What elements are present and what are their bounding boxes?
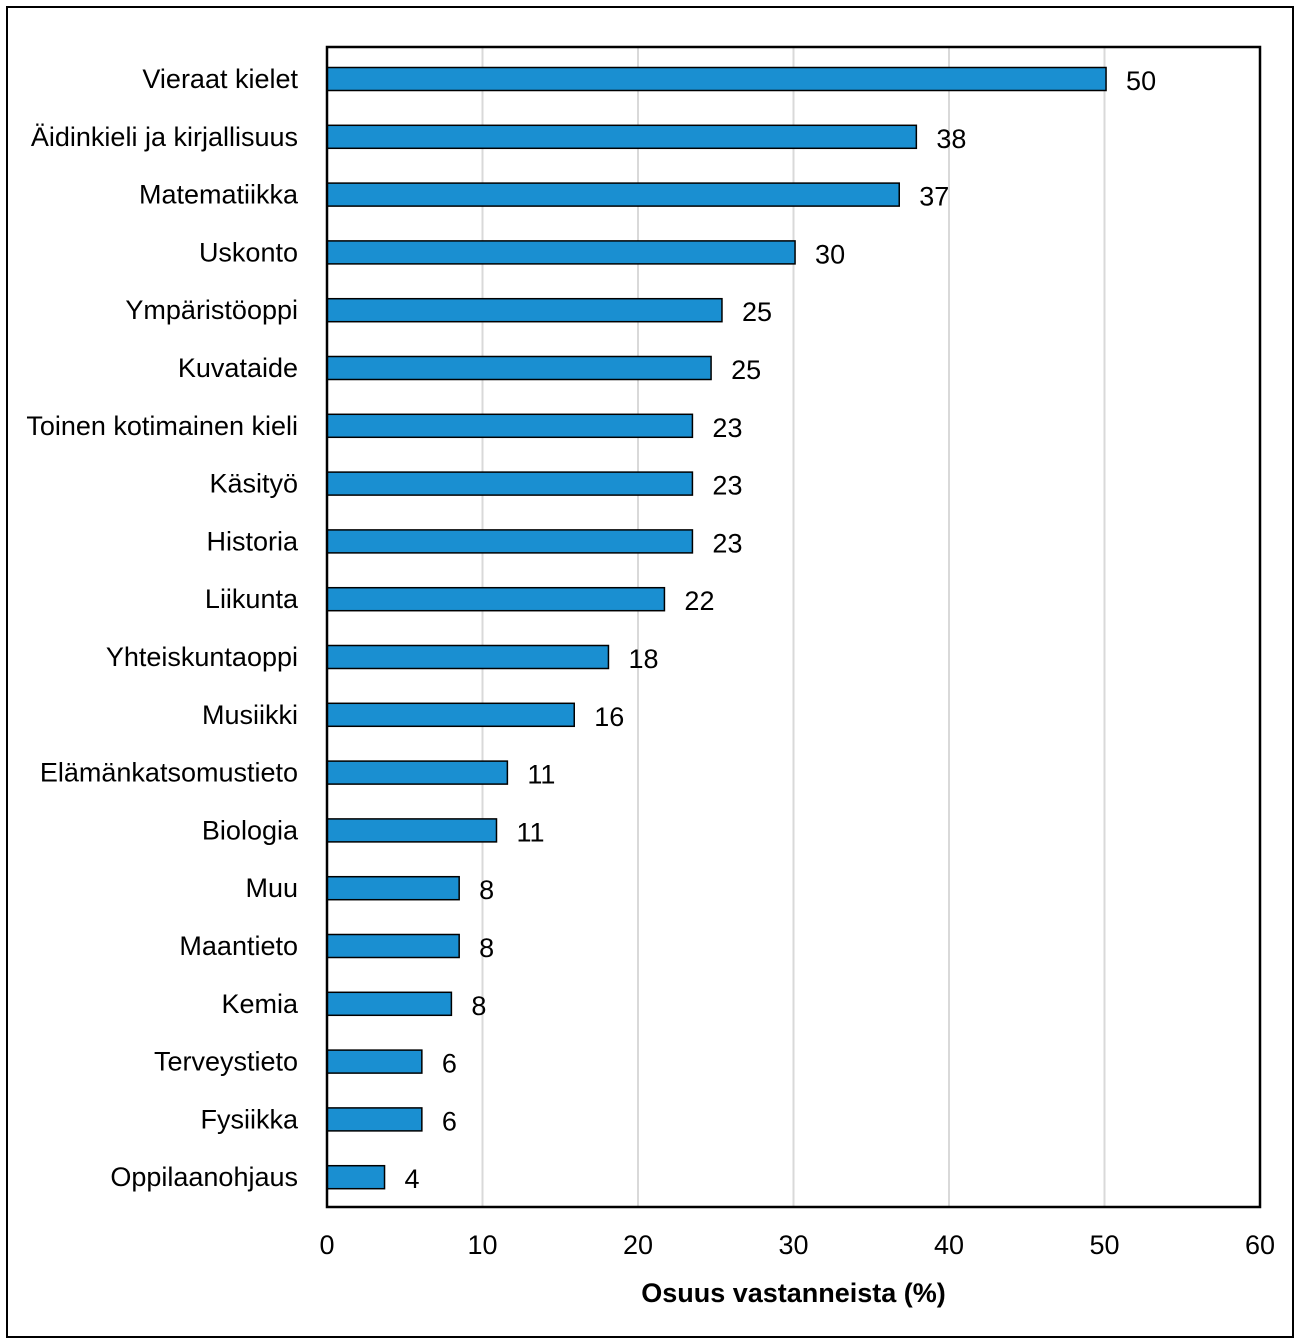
data-label: 25 bbox=[742, 297, 772, 327]
bar bbox=[326, 644, 610, 670]
data-label: 23 bbox=[712, 471, 742, 501]
x-tick-label: 10 bbox=[467, 1230, 497, 1260]
data-label: 25 bbox=[731, 355, 761, 385]
category-label: Toinen kotimainen kieli bbox=[26, 411, 298, 441]
bar bbox=[326, 240, 796, 265]
category-label: Oppilaanohjaus bbox=[110, 1162, 298, 1192]
category-label: Käsityö bbox=[209, 469, 298, 499]
category-label: Äidinkieli ja kirjallisuus bbox=[31, 122, 298, 152]
x-tick-label: 40 bbox=[934, 1230, 964, 1260]
data-label: 11 bbox=[516, 817, 544, 847]
category-label: Historia bbox=[206, 526, 299, 556]
data-label: 50 bbox=[1126, 66, 1156, 96]
data-label: 6 bbox=[442, 1049, 457, 1079]
bar bbox=[326, 413, 694, 439]
category-label: Yhteiskuntaoppi bbox=[106, 642, 298, 672]
x-tick-label: 50 bbox=[1089, 1230, 1119, 1260]
plot-area-border bbox=[325, 45, 1262, 1209]
category-label: Uskonto bbox=[199, 237, 298, 267]
category-label: Vieraat kielet bbox=[142, 64, 298, 94]
bar bbox=[326, 355, 712, 381]
data-label: 8 bbox=[471, 991, 486, 1021]
bar bbox=[326, 586, 666, 612]
bar bbox=[326, 702, 575, 728]
data-label: 11 bbox=[527, 760, 555, 790]
category-label: Liikunta bbox=[205, 584, 299, 614]
data-label: 37 bbox=[919, 182, 949, 212]
x-axis-title: Osuus vastanneista (%) bbox=[641, 1278, 946, 1308]
data-label: 23 bbox=[712, 528, 742, 558]
data-label: 16 bbox=[594, 702, 624, 732]
data-label: 8 bbox=[479, 875, 494, 905]
category-label: Biologia bbox=[202, 815, 299, 845]
bar bbox=[326, 297, 723, 323]
category-label: Musiikki bbox=[202, 700, 298, 730]
category-label: Ympäristöoppi bbox=[125, 295, 298, 325]
data-label: 6 bbox=[442, 1106, 457, 1136]
x-tick-label: 60 bbox=[1245, 1230, 1275, 1260]
bar bbox=[326, 991, 453, 1017]
chart-frame bbox=[6, 6, 1294, 1338]
bar bbox=[326, 760, 509, 785]
category-label: Matematiikka bbox=[139, 180, 299, 210]
category-label: Kuvataide bbox=[178, 353, 298, 383]
bar bbox=[326, 818, 498, 843]
bar bbox=[326, 1164, 386, 1190]
data-label: 18 bbox=[628, 644, 658, 674]
data-label: 4 bbox=[405, 1164, 420, 1194]
x-tick-label: 30 bbox=[778, 1230, 808, 1260]
bar bbox=[326, 1049, 423, 1074]
category-label: Fysiikka bbox=[200, 1104, 298, 1134]
data-label: 8 bbox=[479, 933, 494, 963]
category-label: Kemia bbox=[221, 989, 299, 1019]
bar bbox=[326, 124, 918, 150]
x-tick-label: 0 bbox=[319, 1230, 334, 1260]
bar bbox=[326, 471, 694, 496]
bar bbox=[326, 875, 460, 901]
category-label: Muu bbox=[245, 873, 298, 903]
bar bbox=[326, 933, 460, 959]
category-label: Elämänkatsomustieto bbox=[40, 758, 298, 788]
bar bbox=[326, 529, 694, 554]
bar bbox=[326, 182, 900, 207]
category-label: Terveystieto bbox=[154, 1047, 298, 1077]
data-label: 23 bbox=[712, 413, 742, 443]
data-label: 38 bbox=[936, 124, 966, 154]
bar bbox=[326, 66, 1107, 92]
data-label: 22 bbox=[684, 586, 714, 616]
category-label: Maantieto bbox=[179, 931, 298, 961]
data-label: 30 bbox=[815, 239, 845, 269]
x-tick-label: 20 bbox=[623, 1230, 653, 1260]
bar bbox=[326, 1107, 423, 1132]
